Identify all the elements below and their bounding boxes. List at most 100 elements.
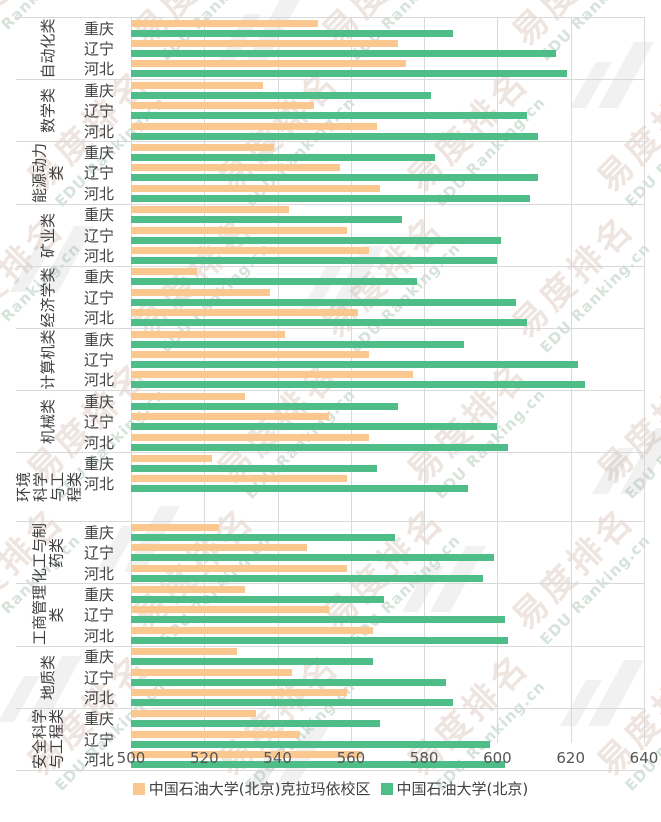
category-block: 安全科学与工程类 重庆 辽宁 河北 [16,707,644,771]
bar-main-series[interactable] [131,278,417,286]
x-tick-label: 560 [336,749,366,767]
bar-main-series[interactable] [131,574,483,582]
bar-campus-series[interactable] [131,102,315,110]
bar-main-series[interactable] [131,112,527,120]
bar-main-series[interactable] [131,50,557,58]
bar-campus-series[interactable] [131,288,271,296]
bar-campus-series[interactable] [131,751,362,759]
bar-campus-series[interactable] [131,689,348,697]
bar-main-series[interactable] [131,132,538,140]
bar-campus-series[interactable] [131,144,274,152]
bar-campus-series[interactable] [131,226,348,234]
bar-campus-series[interactable] [131,606,329,614]
bar-campus-series[interactable] [131,40,399,48]
bar-campus-series[interactable] [131,309,359,317]
bar-campus-series[interactable] [131,433,370,441]
bar-campus-series[interactable] [131,523,219,531]
bar-main-series[interactable] [131,340,465,348]
bar-main-series[interactable] [131,29,454,37]
category-label: 工商管理类 [31,584,66,645]
province-row: 河北 [82,121,644,141]
bar-main-series[interactable] [131,319,527,327]
bar-campus-series[interactable] [131,668,293,676]
bar-campus-series[interactable] [131,371,414,379]
bar-campus-series[interactable] [131,19,318,27]
bar-main-series[interactable] [131,216,403,224]
bar-campus-series[interactable] [131,81,263,89]
x-tick-label: 640 [629,749,659,767]
province-label: 河北 [84,60,115,79]
legend-item-main[interactable]: 中国石油大学(北京) [380,778,529,799]
bar-main-series[interactable] [131,678,447,686]
province-row: 重庆 [82,584,644,604]
bar-campus-series[interactable] [131,648,238,656]
bar-campus-series[interactable] [131,60,406,68]
bar-main-series[interactable] [131,740,491,748]
category-block: 能源动力类 重庆 辽宁 河北 [16,141,644,203]
bar-campus-series[interactable] [131,268,197,276]
bar-main-series[interactable] [131,256,498,264]
bar-main-series[interactable] [131,616,505,624]
bar-main-series[interactable] [131,699,454,707]
bar-main-series[interactable] [131,761,505,769]
bar-main-series[interactable] [131,658,373,666]
category-label-cell: 工商管理类 [16,584,82,645]
bar-campus-series[interactable] [131,413,329,421]
province-label: 辽宁 [84,668,115,687]
bar-main-series[interactable] [131,464,377,472]
gridline [497,17,499,743]
gridline [277,17,279,743]
bar-campus-series[interactable] [131,626,373,634]
bar-main-series[interactable] [131,174,538,182]
bar-campus-series[interactable] [131,330,285,338]
bar-main-series[interactable] [131,533,395,541]
bar-main-series[interactable] [131,443,509,451]
bar-campus-series[interactable] [131,564,348,572]
legend-label-main: 中国石油大学(北京) [396,780,529,798]
category-label: 数学类 [39,88,58,134]
bar-main-series[interactable] [131,720,381,728]
bar-campus-series[interactable] [131,392,245,400]
province-row: 辽宁 [82,411,644,431]
x-tick-label: 500 [116,749,146,767]
category-label: 地质类 [39,654,58,700]
legend: 中国石油大学(北京)克拉玛依校区 中国石油大学(北京) [0,778,661,799]
bar-campus-series[interactable] [131,544,307,552]
bar-campus-series[interactable] [131,206,289,214]
category-label: 机械类 [39,399,58,445]
bar-campus-series[interactable] [131,710,256,718]
province-label: 重庆 [84,81,115,100]
bar-campus-series[interactable] [131,164,340,172]
bar-main-series[interactable] [131,485,469,493]
bar-campus-series[interactable] [131,122,377,130]
province-label: 辽宁 [84,288,115,307]
bar-main-series[interactable] [131,636,509,644]
bar-main-series[interactable] [131,91,432,99]
province-row: 河北 [82,59,644,79]
bar-campus-series[interactable] [131,730,300,738]
province-label: 河北 [84,122,115,141]
bar-campus-series[interactable] [131,475,348,483]
bar-campus-series[interactable] [131,350,370,358]
bar-main-series[interactable] [131,236,502,244]
bar-campus-series[interactable] [131,184,381,192]
bar-campus-series[interactable] [131,586,245,594]
bar-main-series[interactable] [131,596,384,604]
bar-campus-series[interactable] [131,454,212,462]
bar-main-series[interactable] [131,194,531,202]
bar-main-series[interactable] [131,154,436,162]
bar-main-series[interactable] [131,70,568,78]
bar-main-series[interactable] [131,381,586,389]
bar-main-series[interactable] [131,402,399,410]
bar-main-series[interactable] [131,360,579,368]
bar-main-series[interactable] [131,554,494,562]
bar-main-series[interactable] [131,298,516,306]
bar-main-series[interactable] [131,423,498,431]
category-label-cell: 矿业类 [16,205,82,266]
province-row: 河北 [82,307,644,327]
bar-campus-series[interactable] [131,246,370,254]
province-row: 辽宁 [82,225,644,245]
category-label-cell: 地质类 [16,647,82,708]
legend-item-campus[interactable]: 中国石油大学(北京)克拉玛依校区 [132,778,371,799]
